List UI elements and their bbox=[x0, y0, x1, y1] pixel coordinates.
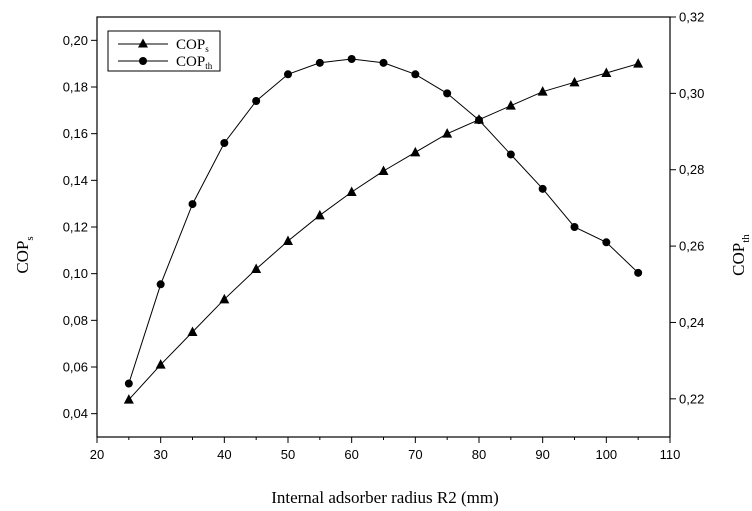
series-cop-th-point bbox=[284, 70, 292, 79]
series-cop-th-point bbox=[443, 89, 452, 98]
x-tick-label: 60 bbox=[344, 447, 358, 462]
series-cop-s-point bbox=[314, 209, 325, 220]
left-tick-label: 0,14 bbox=[63, 173, 88, 188]
left-tick-label: 0,20 bbox=[63, 33, 88, 48]
right-y-axis-title: COPth bbox=[729, 234, 752, 276]
x-tick-label: 110 bbox=[660, 447, 681, 462]
series-cop-s-point bbox=[569, 76, 580, 87]
legend-label-cops-sub: s bbox=[205, 44, 209, 54]
series-cop-th-point bbox=[252, 97, 261, 105]
right-tick-label: 0,32 bbox=[679, 10, 704, 25]
series-cop-s-point bbox=[505, 100, 516, 110]
series-cop-s-point bbox=[283, 235, 293, 245]
legend: COPs COPth bbox=[107, 30, 221, 72]
legend-label-copth-sub: th bbox=[205, 61, 213, 71]
left-tick-label: 0,06 bbox=[63, 360, 88, 375]
series-cop-th-point bbox=[602, 238, 611, 247]
series-cop-s-point bbox=[187, 326, 198, 336]
left-tick-label: 0,16 bbox=[63, 126, 88, 141]
left-y-axis-title-main: COP bbox=[13, 241, 32, 274]
x-tick-label: 100 bbox=[595, 447, 617, 462]
series-cop-s-point bbox=[251, 263, 262, 273]
series-cop-s-point bbox=[601, 67, 612, 77]
series-cop-th-point bbox=[124, 379, 133, 388]
series-cop-th-point bbox=[220, 139, 229, 147]
right-y-axis-title-main: COP bbox=[729, 243, 748, 276]
right-tick-label: 0,22 bbox=[679, 391, 704, 406]
x-tick-label: 70 bbox=[408, 447, 422, 462]
series-cop-th-point bbox=[347, 55, 356, 63]
legend-label-cops: COPs bbox=[176, 37, 209, 54]
x-tick-label: 90 bbox=[535, 447, 549, 462]
right-y-axis-ticks: 0,22 0,24 0,26 0,28 0,30 0,32 bbox=[670, 10, 704, 406]
left-tick-label: 0,12 bbox=[63, 220, 88, 235]
legend-label-copth: COPth bbox=[176, 54, 213, 71]
series-cop-th-point bbox=[506, 150, 515, 159]
legend-box bbox=[107, 30, 221, 72]
series-cop-s-point bbox=[537, 86, 548, 96]
series-cop-s-point bbox=[123, 394, 134, 404]
series-cop-th-point bbox=[475, 116, 483, 125]
right-tick-label: 0,30 bbox=[679, 86, 704, 101]
right-tick-label: 0,24 bbox=[679, 315, 704, 330]
series-cop-s-point bbox=[378, 165, 389, 175]
legend-marker-circle-icon bbox=[139, 57, 147, 65]
left-y-axis-title-sub: s bbox=[24, 236, 36, 240]
x-tick-label: 80 bbox=[472, 447, 486, 462]
series-cop-s-point bbox=[155, 359, 166, 369]
x-tick-label: 30 bbox=[153, 447, 167, 462]
series-cop-th-point bbox=[634, 268, 643, 277]
legend-label-copth-main: COP bbox=[176, 54, 205, 70]
x-tick-label: 50 bbox=[281, 447, 295, 462]
right-y-axis-title-sub: th bbox=[740, 234, 752, 243]
series-cop-s-point bbox=[219, 293, 230, 304]
right-tick-label: 0,28 bbox=[679, 162, 704, 177]
x-axis-title: Internal adsorber radius R2 (mm) bbox=[271, 488, 499, 507]
series-cop-th-point bbox=[156, 280, 165, 289]
series-cop-th-point bbox=[538, 184, 547, 193]
series-cop-th-point bbox=[315, 58, 324, 67]
left-tick-label: 0,18 bbox=[63, 80, 88, 95]
series-cop-s-point bbox=[442, 128, 453, 138]
series-cop-th-point bbox=[379, 58, 388, 67]
legend-label-cops-main: COP bbox=[176, 37, 205, 53]
x-tick-label: 40 bbox=[217, 447, 231, 462]
series-layer bbox=[123, 55, 644, 404]
series-cop-s-point bbox=[410, 146, 421, 157]
left-tick-label: 0,10 bbox=[63, 266, 88, 281]
left-y-axis-ticks: 0,04 0,06 0,08 0,10 0,12 0,14 0,16 0,18 0,20 bbox=[63, 33, 97, 421]
left-tick-label: 0,04 bbox=[63, 406, 88, 421]
legend-marker-triangle-icon bbox=[138, 38, 148, 48]
right-tick-label: 0,26 bbox=[679, 239, 704, 254]
series-cop-s-point bbox=[633, 58, 644, 68]
x-axis-ticks: 20 30 40 50 60 70 80 90 100 110 bbox=[90, 437, 681, 462]
series-cop-th-point bbox=[188, 200, 197, 209]
left-y-axis-title: COPs bbox=[13, 236, 36, 273]
series-cop-s-point bbox=[346, 186, 357, 196]
left-tick-label: 0,08 bbox=[63, 313, 88, 328]
series-cop-th-point bbox=[411, 70, 420, 79]
x-tick-label: 20 bbox=[90, 447, 104, 462]
series-cop-th-point bbox=[570, 223, 579, 231]
